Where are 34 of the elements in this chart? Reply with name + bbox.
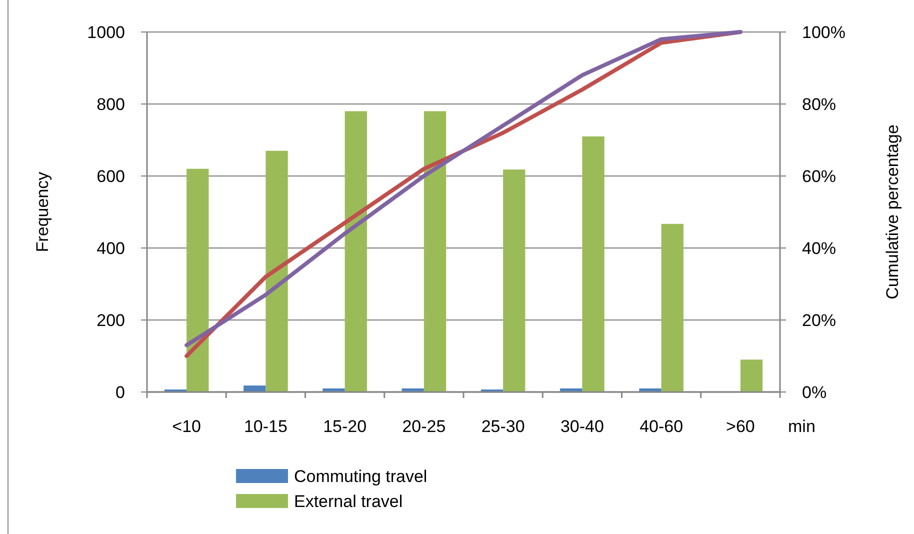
- bar: [661, 224, 684, 392]
- x-axis-title: min: [788, 417, 816, 436]
- y-tick-label: 200: [96, 310, 125, 330]
- y2-tick-label: 40%: [802, 238, 836, 258]
- bar: [244, 386, 266, 392]
- bar: [266, 150, 288, 392]
- x-tick-label: 10-15: [244, 417, 288, 436]
- y2-axis-title: Cumulative percentage: [883, 124, 902, 300]
- y2-tick-label: 80%: [802, 94, 836, 114]
- y-tick-label: 400: [96, 238, 125, 258]
- bar: [186, 168, 209, 392]
- y2-tick-label: 100%: [802, 22, 846, 42]
- y-tick-label: 0: [116, 382, 125, 402]
- x-tick-label: >60: [726, 417, 755, 436]
- bar: [503, 170, 526, 392]
- x-tick-label: 40-60: [640, 417, 684, 436]
- bar: [344, 111, 367, 392]
- legend-label: Commuting travel: [294, 466, 428, 486]
- y-tick-label: 800: [96, 94, 125, 114]
- legend-label: External travel: [294, 492, 403, 511]
- y2-tick-label: 20%: [802, 310, 836, 330]
- x-tick-label: <10: [172, 417, 201, 436]
- x-tick-label: 20-25: [402, 417, 446, 436]
- x-tick-label: 15-20: [323, 417, 367, 436]
- y-tick-label: 600: [96, 166, 125, 186]
- bar: [582, 136, 604, 392]
- bar: [740, 360, 763, 392]
- y2-tick-label: 0%: [802, 382, 827, 402]
- y-axis-title: Frequency: [33, 171, 52, 252]
- bar: [424, 111, 446, 392]
- x-tick-label: 30-40: [560, 417, 604, 436]
- x-tick-label: 25-30: [481, 417, 525, 436]
- y-tick-label: 1000: [87, 22, 125, 42]
- y2-tick-label: 60%: [802, 166, 836, 186]
